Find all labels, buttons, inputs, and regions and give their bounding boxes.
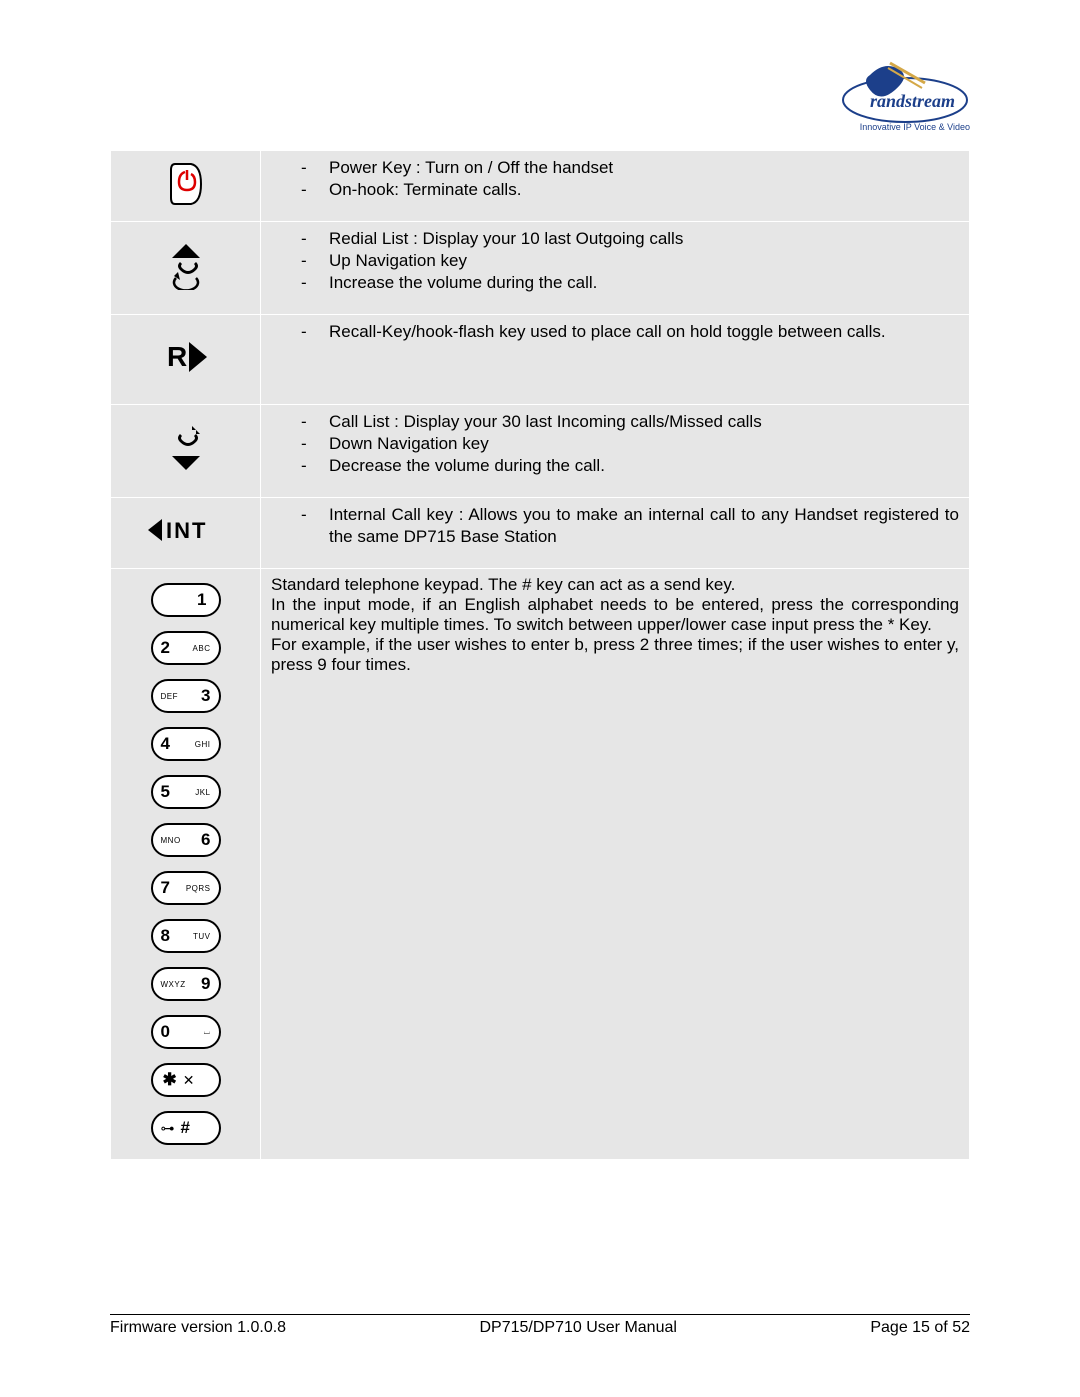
up-redial-icon bbox=[166, 242, 206, 295]
recall-key-icon: R bbox=[161, 332, 211, 387]
key-hash-icon: ⊶# bbox=[151, 1111, 221, 1145]
key-0-icon: 0⌴ bbox=[151, 1015, 221, 1049]
key-4-icon: 4GHI bbox=[151, 727, 221, 761]
table-row: INT Internal Call key : Allows you to ma… bbox=[111, 497, 970, 568]
desc-item: Recall-Key/hook-flash key used to place … bbox=[301, 321, 959, 343]
page-footer: Firmware version 1.0.0.8 DP715/DP710 Use… bbox=[110, 1314, 970, 1337]
logo-tagline: Innovative IP Voice & Video bbox=[860, 122, 970, 132]
power-key-icon bbox=[169, 162, 203, 211]
desc-cell: Power Key : Turn on / Off the handset On… bbox=[261, 151, 970, 222]
desc-item: Redial List : Display your 10 last Outgo… bbox=[301, 228, 959, 250]
desc-item: Decrease the volume during the call. bbox=[301, 455, 959, 477]
svg-text:randstream: randstream bbox=[870, 91, 955, 111]
desc-item: Down Navigation key bbox=[301, 433, 959, 455]
desc-item: On-hook: Terminate calls. bbox=[301, 179, 959, 201]
table-row: Power Key : Turn on / Off the handset On… bbox=[111, 151, 970, 222]
footer-firmware: Firmware version 1.0.0.8 bbox=[110, 1319, 286, 1337]
icon-cell: R bbox=[111, 315, 261, 404]
desc-cell: Recall-Key/hook-flash key used to place … bbox=[261, 315, 970, 404]
icon-cell bbox=[111, 222, 261, 315]
key-9-icon: WXYZ9 bbox=[151, 967, 221, 1001]
table-row: 1 2ABC DEF3 4GHI 5JKL MNO6 7PQRS 8TUV WX… bbox=[111, 569, 970, 1160]
table-row: R Recall-Key/hook-flash key used to plac… bbox=[111, 315, 970, 404]
key-6-icon: MNO6 bbox=[151, 823, 221, 857]
int-key-icon: INT bbox=[146, 515, 226, 550]
key-star-icon: ✱✕ bbox=[151, 1063, 221, 1097]
table-row: Call List : Display your 30 last Incomin… bbox=[111, 404, 970, 497]
footer-title: DP715/DP710 User Manual bbox=[479, 1319, 676, 1337]
desc-item: Call List : Display your 30 last Incomin… bbox=[301, 411, 959, 433]
desc-cell: Standard telephone keypad. The # key can… bbox=[261, 569, 970, 1160]
key-5-icon: 5JKL bbox=[151, 775, 221, 809]
icon-cell bbox=[111, 404, 261, 497]
keypad-icons: 1 2ABC DEF3 4GHI 5JKL MNO6 7PQRS 8TUV WX… bbox=[115, 575, 256, 1153]
key-3-icon: DEF3 bbox=[151, 679, 221, 713]
icon-cell: 1 2ABC DEF3 4GHI 5JKL MNO6 7PQRS 8TUV WX… bbox=[111, 569, 261, 1160]
key-description-table: Power Key : Turn on / Off the handset On… bbox=[110, 150, 970, 1160]
down-calllist-icon bbox=[166, 424, 206, 477]
grandstream-logo: randstream Innovative IP Voice & Video bbox=[840, 50, 970, 130]
key-1-icon: 1 bbox=[151, 583, 221, 617]
key-7-icon: 7PQRS bbox=[151, 871, 221, 905]
icon-cell: INT bbox=[111, 497, 261, 568]
key-8-icon: 8TUV bbox=[151, 919, 221, 953]
svg-text:R: R bbox=[167, 341, 187, 372]
desc-cell: Call List : Display your 30 last Incomin… bbox=[261, 404, 970, 497]
table-row: Redial List : Display your 10 last Outgo… bbox=[111, 222, 970, 315]
desc-cell: Redial List : Display your 10 last Outgo… bbox=[261, 222, 970, 315]
desc-cell: Internal Call key : Allows you to make a… bbox=[261, 497, 970, 568]
keypad-text-3: For example, if the user wishes to enter… bbox=[271, 635, 959, 675]
keypad-text-2: In the input mode, if an English alphabe… bbox=[271, 595, 959, 635]
desc-item: Increase the volume during the call. bbox=[301, 272, 959, 294]
logo-area: randstream Innovative IP Voice & Video bbox=[110, 50, 970, 130]
icon-cell bbox=[111, 151, 261, 222]
desc-item: Internal Call key : Allows you to make a… bbox=[301, 504, 959, 548]
key-2-icon: 2ABC bbox=[151, 631, 221, 665]
desc-item: Power Key : Turn on / Off the handset bbox=[301, 157, 959, 179]
desc-item: Up Navigation key bbox=[301, 250, 959, 272]
footer-page: Page 15 of 52 bbox=[870, 1319, 970, 1337]
keypad-text-1: Standard telephone keypad. The # key can… bbox=[271, 575, 959, 595]
svg-text:INT: INT bbox=[166, 518, 207, 543]
